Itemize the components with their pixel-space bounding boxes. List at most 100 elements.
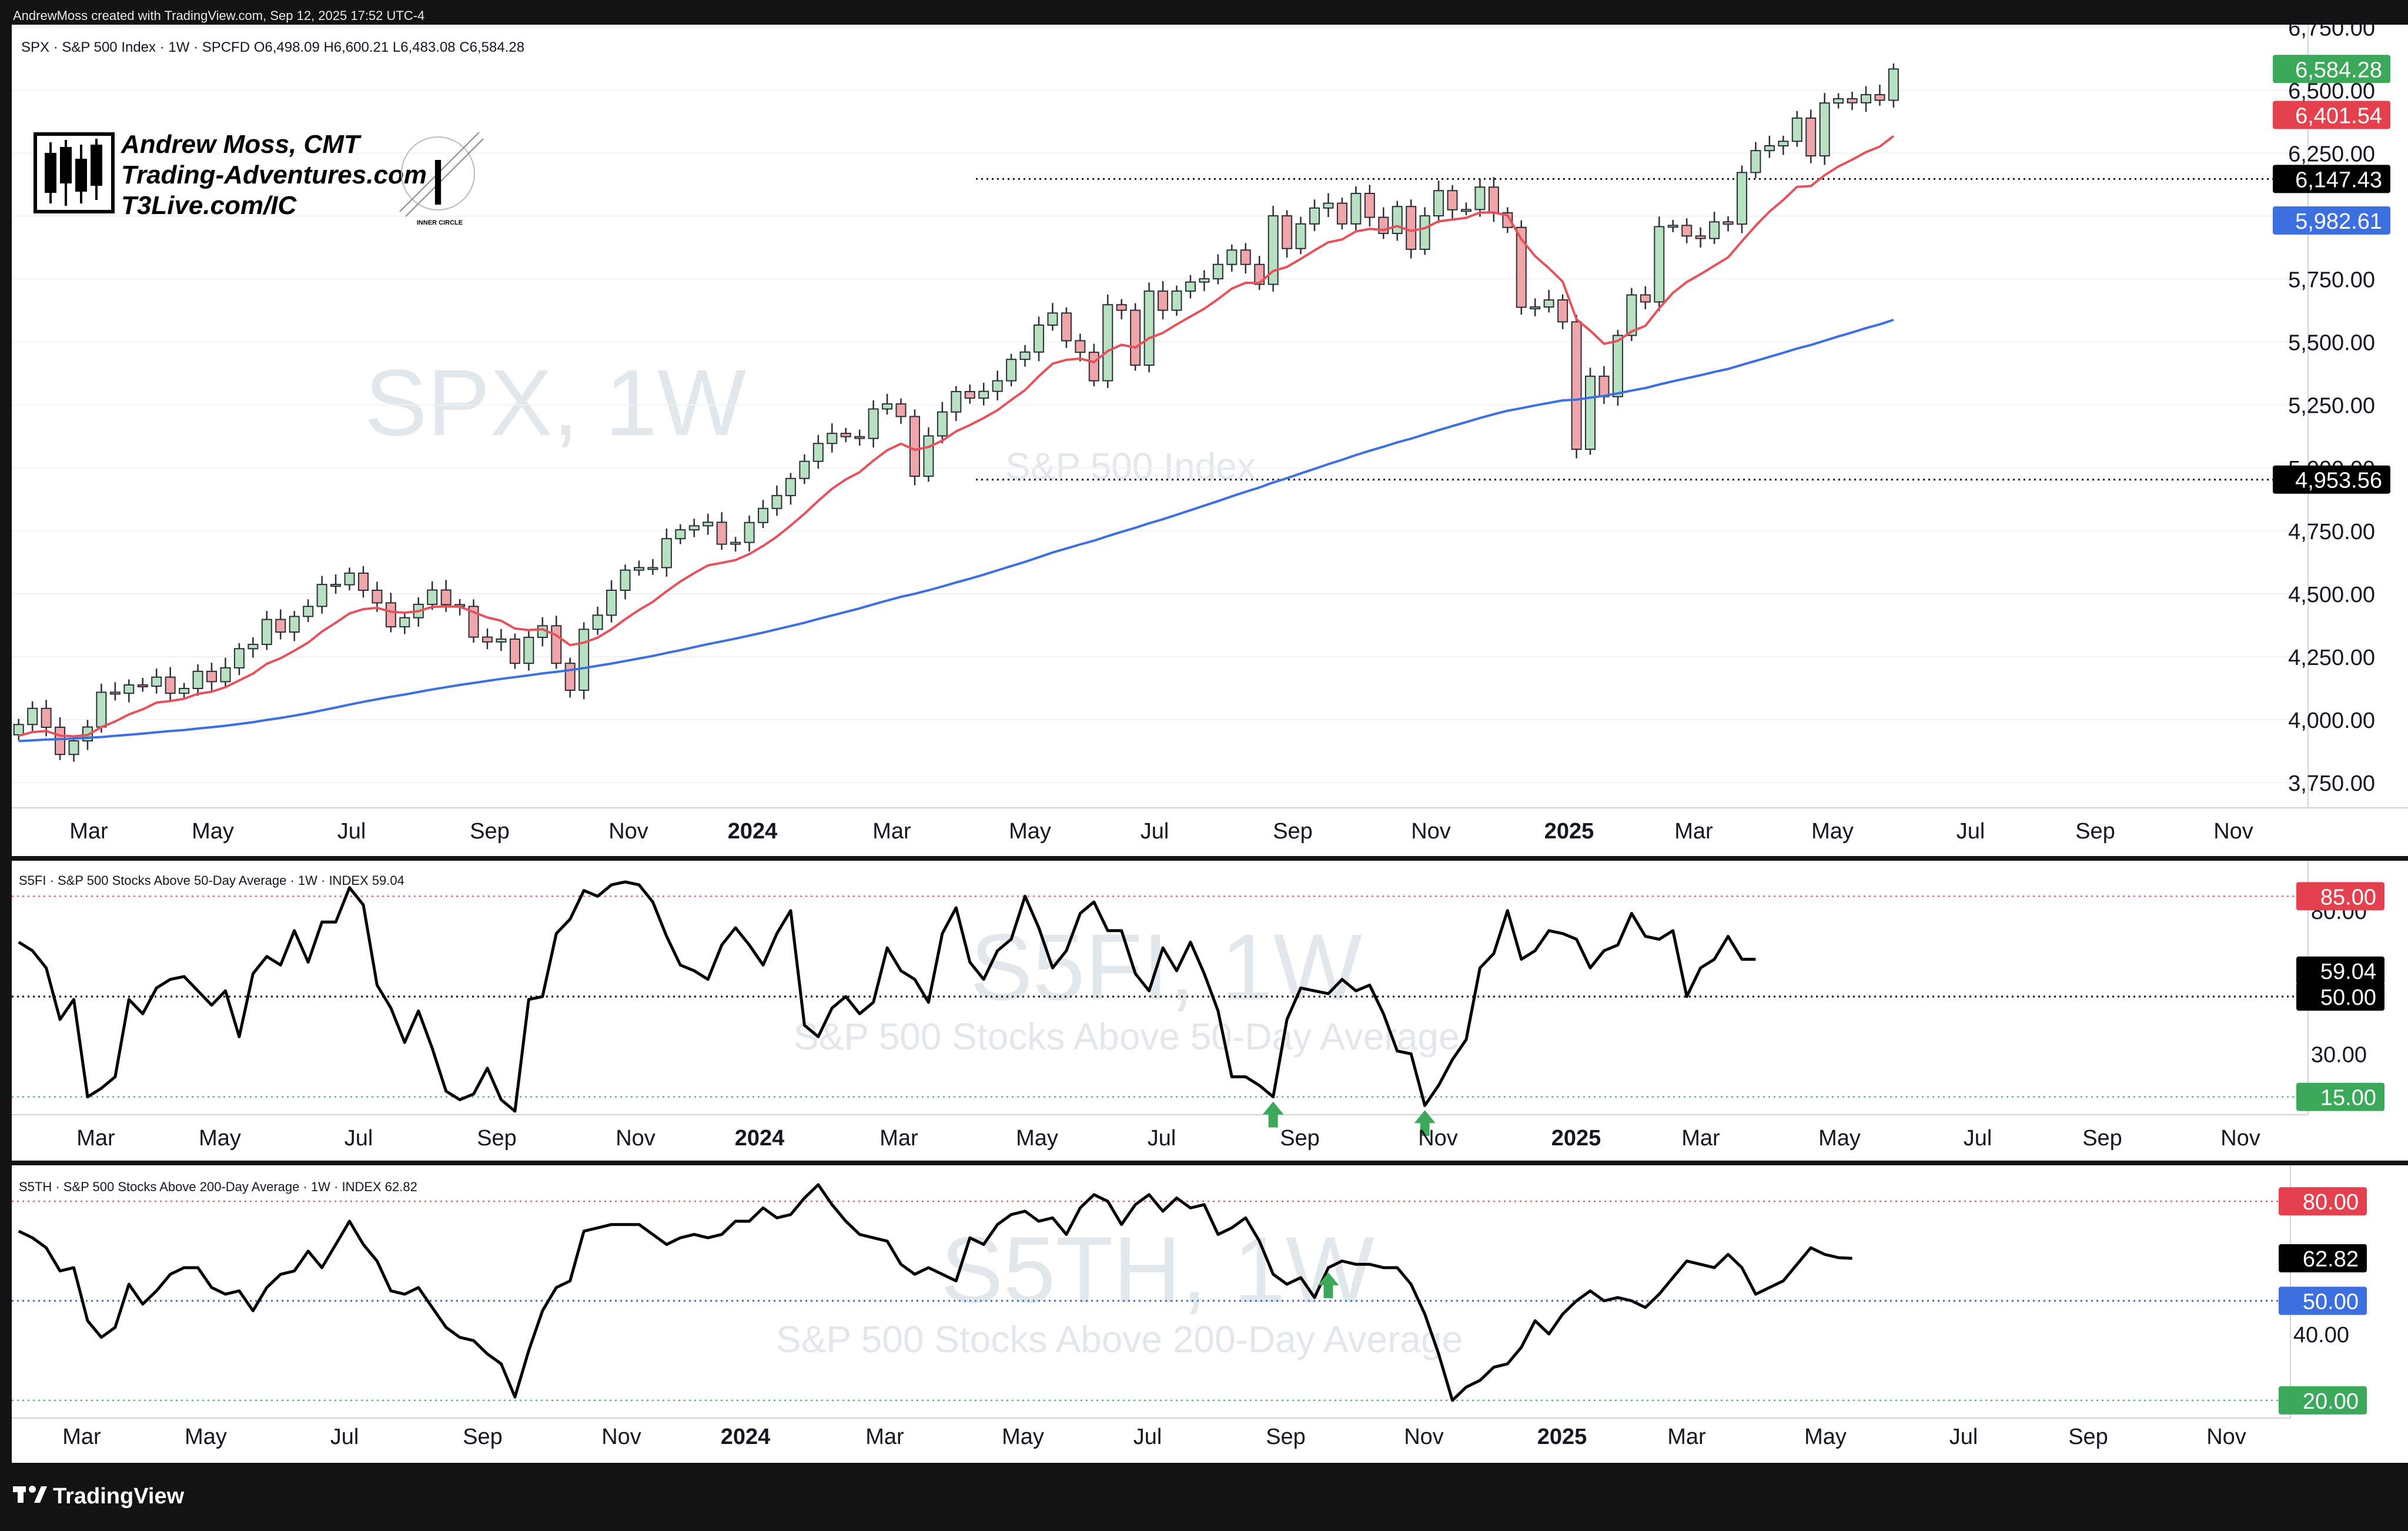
spx-candle <box>1433 180 1444 223</box>
s5fi-reference-lines <box>12 895 2308 1098</box>
spx-candle <box>248 637 259 658</box>
s5fi-x-tick-label: Mar <box>879 1126 918 1151</box>
spx-candle <box>1323 193 1334 218</box>
spx-candle <box>1212 254 1223 285</box>
spx-candle <box>1640 286 1651 309</box>
spx-y-tick-label: 4,250.00 <box>2288 646 2375 670</box>
spx-candle <box>1282 210 1293 258</box>
spx-candle <box>703 513 714 535</box>
spx-y-tick-label: 5,500.00 <box>2288 331 2375 356</box>
spx-x-tick-label: Mar <box>69 819 108 844</box>
svg-text:6,147.43: 6,147.43 <box>2295 168 2382 192</box>
logo-t3live: T3Live.com/IC <box>121 191 297 220</box>
spx-candle <box>1226 244 1238 272</box>
logo-name: Andrew Moss, CMT <box>121 130 362 159</box>
s5fi-watermark-subtitle: S&P 500 Stocks Above 50-Day Average <box>794 1015 1460 1058</box>
s5fi-x-tick-label: Nov <box>1418 1126 1458 1151</box>
spx-symbol-line: SPX · S&P 500 Index · 1W · SPCFD O6,498.… <box>21 39 524 55</box>
svg-text:59.04: 59.04 <box>2320 960 2376 984</box>
s5th-x-tick-label: Sep <box>2068 1425 2108 1449</box>
s5th-x-tick-label: 2025 <box>1537 1425 1587 1449</box>
spx-candle <box>812 434 824 469</box>
s5fi-x-tick-label: Nov <box>2220 1126 2260 1151</box>
spx-y-tick-label: 5,250.00 <box>2288 394 2375 419</box>
s5th-watermark-subtitle: S&P 500 Stocks Above 200-Day Average <box>776 1318 1463 1360</box>
spx-candle <box>1171 285 1182 316</box>
s5fi-x-tick-label: Sep <box>477 1126 517 1151</box>
spx-candle <box>496 629 507 651</box>
spx-candle <box>633 560 644 576</box>
spx-candle <box>1295 216 1306 255</box>
s5th-x-tick-label: Jul <box>330 1425 359 1449</box>
spx-candle <box>854 429 865 446</box>
spx-candle <box>937 402 948 443</box>
footer-brand[interactable]: TradingView <box>53 1484 185 1509</box>
spx-x-tick-label: Sep <box>470 819 510 844</box>
spx-candle <box>137 677 148 692</box>
s5th-x-tick-label: 2024 <box>721 1425 771 1449</box>
credit-text: AndrewMoss created with TradingView.com,… <box>13 8 424 23</box>
s5fi-x-tick-label: Mar <box>76 1126 115 1151</box>
s5th-y-tick-label: 40.00 <box>2293 1323 2349 1348</box>
spx-candle <box>1736 165 1747 233</box>
s5th-value-label: 80.00 <box>2279 1187 2367 1216</box>
inner-circle-letter: I <box>429 146 447 219</box>
s5th-value-label: 50.00 <box>2279 1286 2367 1315</box>
spx-candle <box>1488 177 1499 222</box>
spx-candle <box>151 668 162 694</box>
spx-candle <box>330 574 342 594</box>
s5fi-value-label: 59.04 <box>2296 956 2384 985</box>
spx-x-tick-label: Jul <box>1956 819 1985 844</box>
spx-x-tick-label: Sep <box>2075 819 2115 844</box>
s5th-y-axis-ticks: 40.00 <box>2293 1323 2349 1348</box>
s5fi-signals <box>1262 1101 1436 1136</box>
spx-candle <box>1695 227 1706 248</box>
inner-circle-badge-icon: I INNER CIRCLE <box>399 132 484 226</box>
s5fi-watermark-title: S5FI, 1W <box>970 914 1362 1019</box>
spx-price-label: 4,953.56 <box>2273 465 2390 494</box>
spx-candle <box>785 473 796 505</box>
spx-candle <box>1143 282 1155 373</box>
spx-candle <box>758 500 769 529</box>
spx-candle <box>1571 315 1582 459</box>
spx-candle <box>1061 307 1072 348</box>
spx-candle <box>1075 333 1086 362</box>
spx-candle <box>1460 202 1471 216</box>
s5fi-value-label: 85.00 <box>2296 882 2384 911</box>
s5th-x-tick-label: Sep <box>1266 1425 1306 1449</box>
spx-candle <box>827 423 838 453</box>
spx-y-tick-label: 4,000.00 <box>2288 708 2375 733</box>
svg-text:5,982.61: 5,982.61 <box>2295 209 2382 234</box>
spx-candle <box>427 581 438 610</box>
inner-circle-text: INNER CIRCLE <box>417 219 463 226</box>
spx-y-tick-label: 4,500.00 <box>2288 583 2375 607</box>
spx-candle <box>868 400 879 448</box>
spx-y-tick-label: 5,750.00 <box>2288 268 2375 293</box>
spx-candle <box>923 427 934 482</box>
s5th-x-tick-label: Nov <box>601 1425 641 1449</box>
spx-candle <box>730 537 741 551</box>
spx-x-tick-label: Nov <box>608 819 648 844</box>
spx-candle <box>399 612 410 634</box>
spx-candle <box>840 427 851 443</box>
spx-candle <box>109 682 121 701</box>
spx-y-tick-label: 3,750.00 <box>2288 771 2375 796</box>
s5fi-x-axis-ticks: Mar May Jul Sep Nov 2024 Mar May Jul Sep Nov 2025 Ma… <box>76 1126 2260 1151</box>
spx-candle <box>289 611 300 641</box>
spx-x-tick-label: Jul <box>337 819 366 844</box>
spx-candle <box>895 398 907 424</box>
spx-candle <box>206 663 218 691</box>
svg-text:85.00: 85.00 <box>2320 885 2376 910</box>
spx-candle <box>1833 93 1844 109</box>
spx-candle <box>1474 178 1486 217</box>
spx-candle <box>1419 207 1430 255</box>
spx-y-tick-label: 6,750.00 <box>2288 16 2375 41</box>
spx-candle <box>123 679 135 703</box>
spx-candle <box>1543 289 1554 313</box>
svg-text:80.00: 80.00 <box>2303 1190 2359 1215</box>
s5fi-symbol-line: S5FI · S&P 500 Stocks Above 50-Day Avera… <box>19 873 404 888</box>
spx-candle <box>964 385 975 404</box>
spx-candle <box>1364 185 1375 227</box>
